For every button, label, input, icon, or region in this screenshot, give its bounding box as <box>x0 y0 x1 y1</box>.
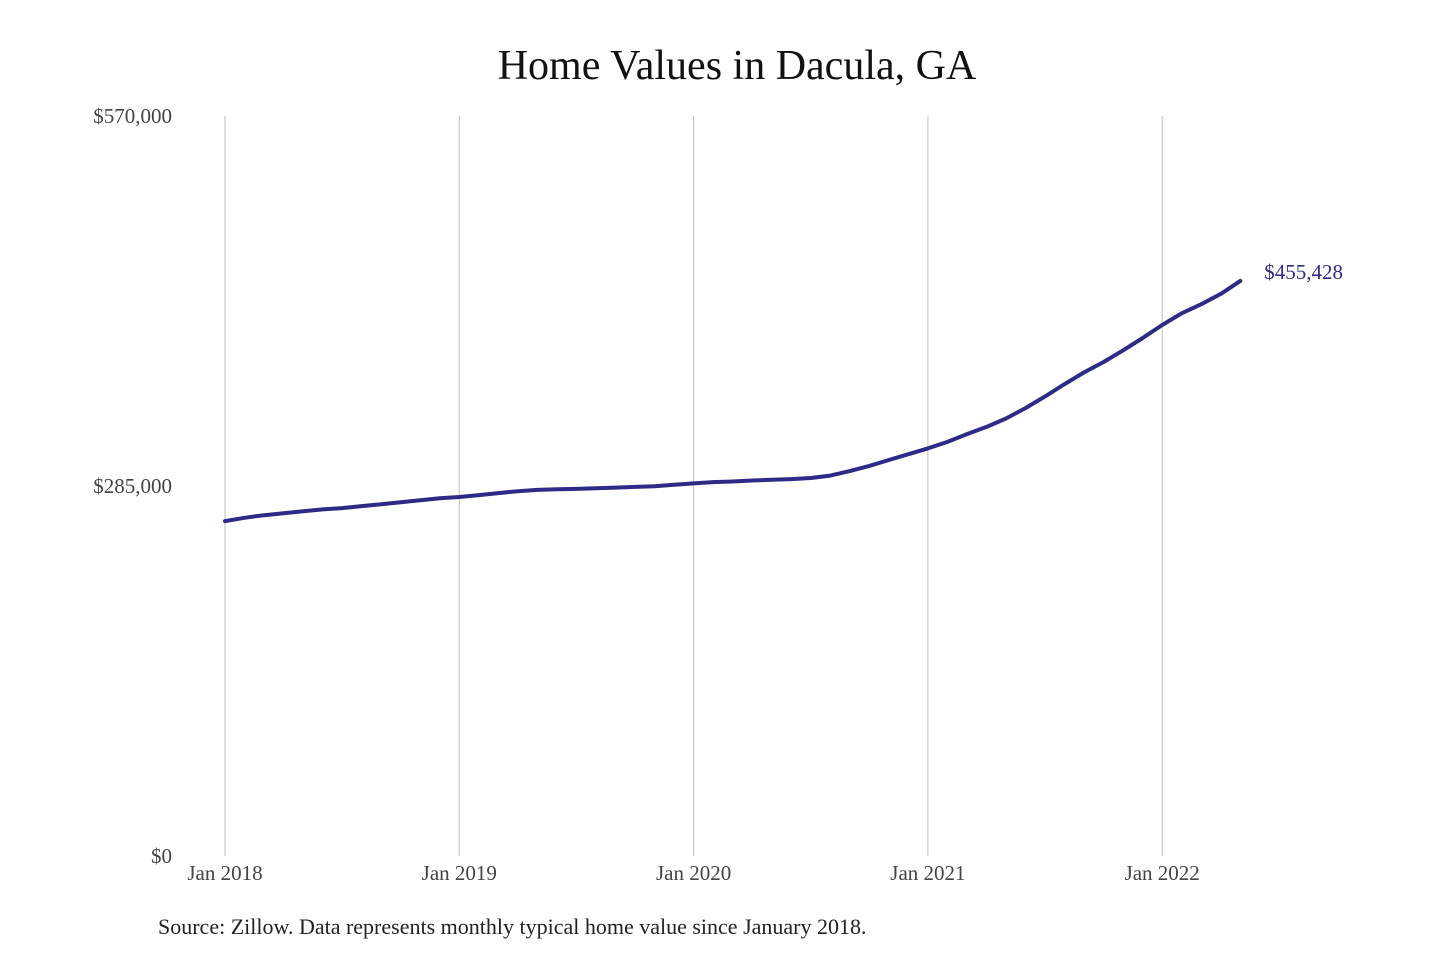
y-tick-label: $285,000 <box>93 474 172 498</box>
x-tick-label: Jan 2020 <box>656 861 731 885</box>
y-tick-label: $0 <box>151 844 172 868</box>
y-tick-label: $570,000 <box>93 104 172 128</box>
annotation-layer: $455,428 <box>1264 260 1343 284</box>
x-axis: Jan 2018 Jan 2019 Jan 2020 Jan 2021 Jan 2022 <box>187 861 1199 885</box>
x-tick-label: Jan 2022 <box>1125 861 1200 885</box>
series-line-0 <box>223 278 1243 524</box>
x-tick-label: Jan 2018 <box>187 861 262 885</box>
y-axis: $0 $285,000 $570,000 <box>93 104 172 868</box>
series-layer <box>223 278 1243 524</box>
x-tick-label: Jan 2019 <box>422 861 497 885</box>
source-note: Source: Zillow. Data represents monthly … <box>158 914 867 939</box>
x-tick-label: Jan 2021 <box>890 861 965 885</box>
chart-title: Home Values in Dacula, GA <box>497 43 977 89</box>
end-value-label: $455,428 <box>1264 260 1343 284</box>
gridlines <box>224 116 1163 856</box>
